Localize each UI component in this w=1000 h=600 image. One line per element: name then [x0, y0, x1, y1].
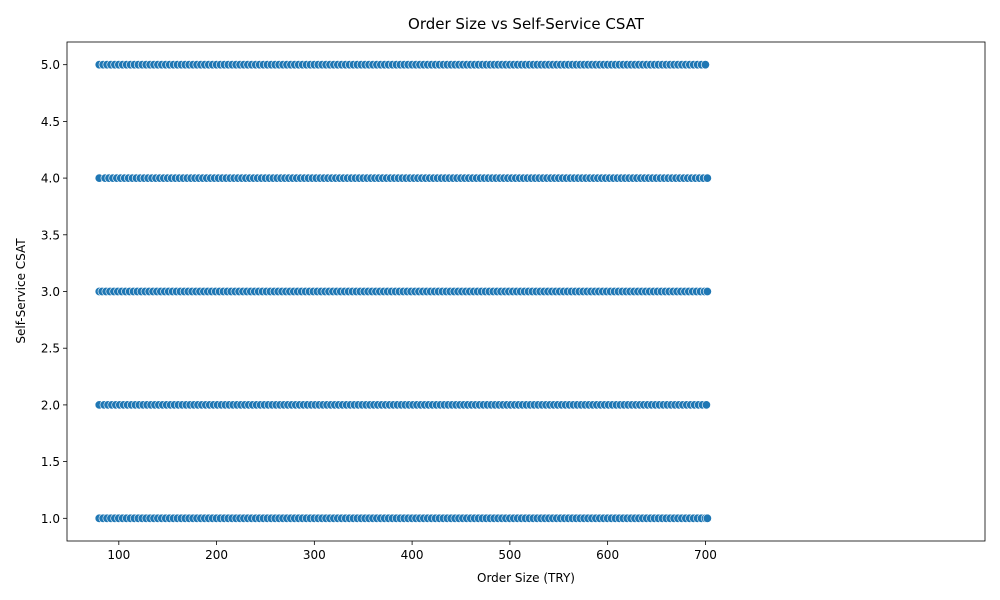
y-tick-label: 2.0	[41, 398, 60, 412]
y-tick-label: 3.5	[41, 228, 60, 242]
csat-2-points	[94, 400, 711, 410]
x-tick-label: 700	[694, 548, 717, 562]
csat-3-points	[94, 286, 712, 296]
csat-1-points	[94, 513, 712, 523]
x-tick-label: 600	[596, 548, 619, 562]
x-tick-label: 300	[303, 548, 326, 562]
csat-4-points	[94, 173, 712, 183]
data-point	[702, 173, 712, 183]
y-tick-label: 2.5	[41, 342, 60, 356]
csat-5-points	[94, 60, 710, 70]
chart-title: Order Size vs Self-Service CSAT	[408, 15, 645, 33]
y-tick-label: 1.5	[41, 455, 60, 469]
x-axis-ticks: 100 200 300 400 500 600 700	[107, 541, 717, 562]
data-point	[701, 400, 711, 410]
points-layer	[94, 60, 712, 523]
y-tick-label: 4.0	[41, 172, 60, 186]
data-point	[702, 513, 712, 523]
y-tick-label: 5.0	[41, 58, 60, 72]
data-point	[700, 60, 710, 70]
x-tick-label: 200	[205, 548, 228, 562]
y-axis-ticks: 1.0 1.5 2.0 2.5 3.0 3.5 4.0 4.5 5.0	[41, 58, 67, 526]
y-tick-label: 4.5	[41, 115, 60, 129]
data-point	[702, 286, 712, 296]
y-axis-label: Self-Service CSAT	[14, 238, 28, 344]
x-axis-label: Order Size (TRY)	[477, 571, 575, 585]
x-tick-label: 100	[107, 548, 130, 562]
x-tick-label: 400	[401, 548, 424, 562]
y-tick-label: 3.0	[41, 285, 60, 299]
y-tick-label: 1.0	[41, 512, 60, 526]
x-tick-label: 500	[498, 548, 521, 562]
